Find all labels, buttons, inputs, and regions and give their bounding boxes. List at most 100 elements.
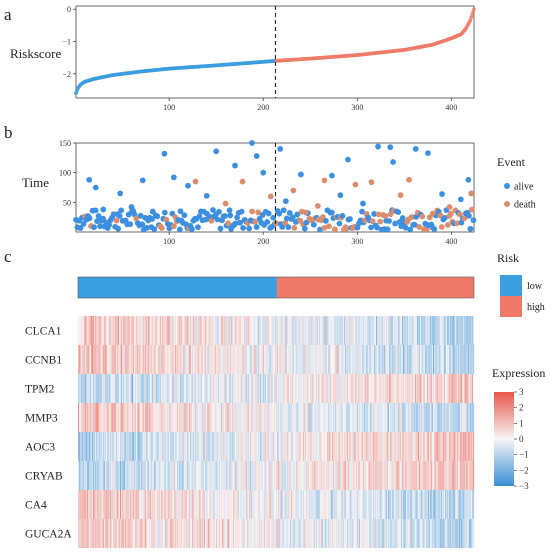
heatmap-cell (97, 374, 99, 403)
heatmap-cell (243, 403, 245, 432)
heatmap-cell (363, 374, 365, 403)
heatmap-cell (146, 345, 148, 374)
heatmap-cell (363, 316, 365, 345)
heatmap-cell (129, 374, 131, 403)
heatmap-cell (417, 432, 420, 461)
heatmap-cell (206, 374, 208, 403)
heatmap-cell (198, 403, 200, 432)
heatmap-cell (330, 316, 332, 345)
heatmap-cell (84, 519, 86, 548)
heatmap-cell (420, 432, 422, 461)
heatmap-cell (190, 316, 192, 345)
heatmap-cell (407, 403, 409, 432)
heatmap-cell (300, 403, 302, 432)
heatmap-cell (333, 345, 335, 374)
legend-death-marker (504, 201, 510, 207)
heatmap-cell (262, 403, 265, 432)
heatmap-cell (295, 374, 297, 403)
heatmap-cell (287, 432, 289, 461)
heatmap-cell (288, 432, 290, 461)
heatmap-cell (253, 374, 255, 403)
heatmap-cell (241, 374, 243, 403)
heatmap-cell (85, 403, 87, 432)
heatmap-cell (254, 461, 256, 490)
heatmap-cell (152, 374, 154, 403)
heatmap-cell (375, 345, 377, 374)
heatmap-cell (191, 490, 194, 519)
survival-point (95, 213, 102, 219)
heatmap-cell (113, 519, 115, 548)
heatmap-cell (202, 345, 204, 374)
heatmap-cell (323, 461, 325, 490)
heatmap-cell (235, 374, 237, 403)
heatmap-cell (176, 519, 178, 548)
heatmap-cell (84, 432, 86, 461)
heatmap-cell (386, 374, 388, 403)
heatmap-cell (79, 519, 81, 548)
heatmap-cell (304, 490, 306, 519)
heatmap-cell (222, 374, 224, 403)
heatmap-cell (470, 403, 472, 432)
heatmap-cell (382, 519, 384, 548)
heatmap-cell (283, 490, 285, 519)
heatmap-cell (341, 403, 343, 432)
heatmap-cell (332, 461, 334, 490)
heatmap-cell (156, 403, 158, 432)
heatmap-cell (106, 374, 108, 403)
heatmap-cell (181, 374, 183, 403)
heatmap-cell (467, 490, 469, 519)
heatmap-cell (187, 374, 189, 403)
heatmap-cell (124, 432, 126, 461)
heatmap-cell (86, 490, 88, 519)
heatmap-cell (359, 490, 361, 519)
heatmap-cell (267, 403, 269, 432)
heatmap-cell (433, 403, 435, 432)
heatmap-cell (191, 461, 194, 490)
heatmap-cell (367, 461, 369, 490)
survival-point (290, 187, 297, 194)
heatmap-cell (103, 490, 105, 519)
heatmap-cell (445, 461, 447, 490)
heatmap-cell (153, 519, 155, 548)
heatmap-cell (215, 461, 217, 490)
survival-point (425, 150, 431, 156)
survival-point (429, 210, 436, 217)
heatmap-cell (280, 461, 282, 490)
heatmap-cell (372, 461, 374, 490)
heatmap-cell (164, 432, 166, 461)
riskscore-x-tick-label: 400 (445, 103, 457, 112)
heatmap-cell (284, 316, 286, 345)
heatmap-cell (246, 345, 248, 374)
heatmap-cell (97, 461, 99, 490)
heatmap-cell (408, 461, 410, 490)
heatmap-cell (181, 461, 183, 490)
heatmap-cell (473, 345, 475, 374)
heatmap-cell (294, 345, 296, 374)
heatmap-cell (309, 461, 311, 490)
heatmap-cell (285, 519, 287, 548)
heatmap-cell (289, 316, 291, 345)
heatmap-cell (383, 316, 385, 345)
heatmap-cell (139, 403, 141, 432)
heatmap-cell (425, 432, 427, 461)
heatmap-cell (172, 316, 174, 345)
heatmap-cell (371, 461, 373, 490)
heatmap-cell (163, 461, 166, 490)
heatmap-cell (122, 432, 124, 461)
heatmap-cell (250, 345, 252, 374)
heatmap-cell (468, 403, 470, 432)
heatmap-cell (222, 316, 224, 345)
heatmap-cell (445, 403, 448, 432)
heatmap-cell (101, 432, 103, 461)
heatmap-cell (196, 403, 198, 432)
heatmap-cell (95, 345, 97, 374)
heatmap-cell (469, 461, 471, 490)
survival-point (185, 182, 191, 189)
heatmap-cell (129, 316, 131, 345)
heatmap-cell (224, 519, 226, 548)
survival-point (279, 224, 286, 230)
heatmap-cell (95, 316, 97, 345)
heatmap-cell (274, 345, 276, 374)
heatmap-cell (349, 490, 351, 519)
heatmap-cell (109, 461, 111, 490)
